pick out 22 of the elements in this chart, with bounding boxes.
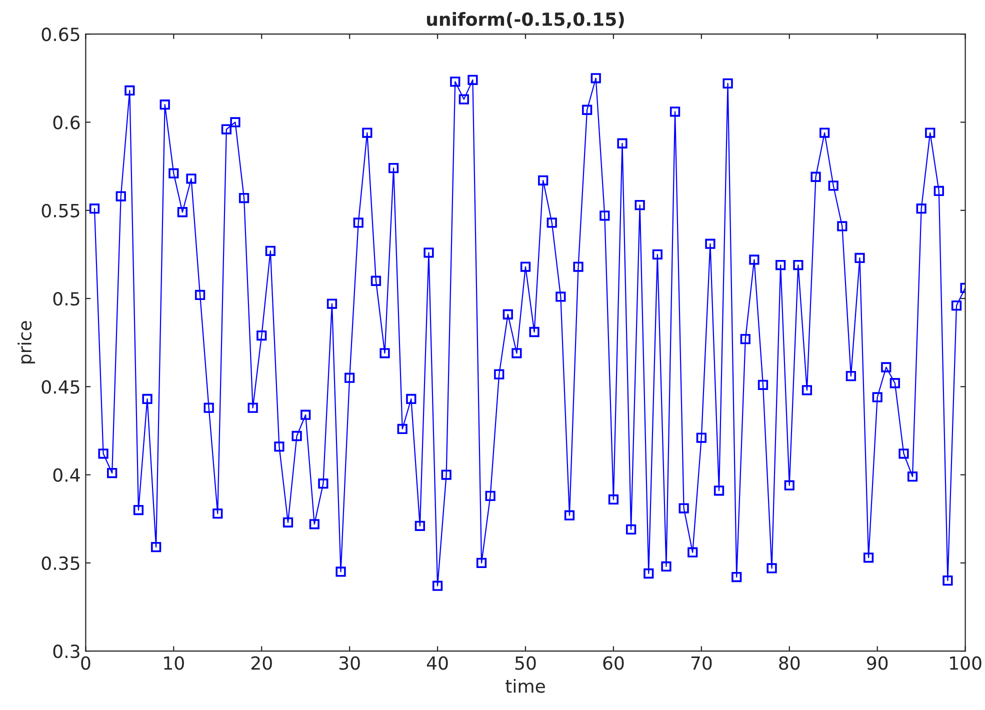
y-tick-label: 0.65 bbox=[42, 28, 80, 42]
x-tick-label: 90 bbox=[866, 656, 888, 670]
x-tick-label: 0 bbox=[81, 656, 90, 670]
x-tick-label: 70 bbox=[691, 656, 712, 670]
x-tick-label: 100 bbox=[950, 656, 982, 670]
x-tick-label: 10 bbox=[164, 656, 184, 670]
y-tick-label: 0.3 bbox=[53, 644, 80, 658]
y-tick-label: 0.5 bbox=[53, 292, 80, 306]
y-tick-label: 0.6 bbox=[53, 116, 80, 130]
x-tick-label: 50 bbox=[515, 656, 536, 670]
y-axis-title: price bbox=[18, 321, 36, 364]
y-tick-label: 0.45 bbox=[42, 380, 80, 394]
chart-title: uniform(-0.15,0.15) bbox=[426, 12, 624, 28]
x-tick-label: 40 bbox=[426, 656, 448, 670]
x-tick-label: 20 bbox=[251, 656, 272, 670]
y-tick-label: 0.55 bbox=[42, 204, 80, 218]
x-tick-label: 60 bbox=[603, 656, 624, 670]
y-tick-label: 0.35 bbox=[42, 556, 80, 570]
x-tick-label: 80 bbox=[779, 656, 800, 670]
x-axis-title: time bbox=[506, 678, 545, 693]
x-tick-label: 30 bbox=[339, 656, 360, 670]
y-tick-label: 0.4 bbox=[53, 468, 80, 482]
